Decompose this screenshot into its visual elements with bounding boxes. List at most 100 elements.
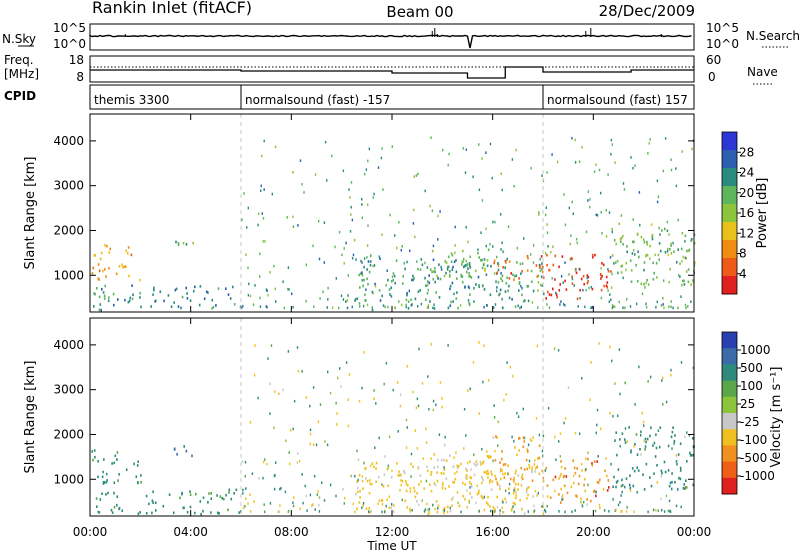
echo-cell [414, 235, 416, 239]
echo-cell [244, 474, 246, 478]
echo-cell [610, 462, 612, 466]
echo-cell [426, 280, 429, 283]
echo-cell [406, 260, 408, 264]
echo-cell [662, 296, 664, 300]
echo-cell [124, 265, 127, 268]
echo-cell [151, 511, 153, 515]
echo-cell [346, 306, 349, 310]
echo-cell [463, 447, 465, 450]
echo-cell [405, 305, 407, 309]
echo-cell [199, 500, 202, 503]
echo-cell [356, 490, 359, 494]
echo-cell [352, 502, 354, 506]
echo-cell [402, 282, 404, 285]
echo-cell [153, 288, 155, 292]
echo-cell [488, 456, 490, 459]
echo-cell [195, 492, 197, 496]
echo-cell [424, 189, 426, 193]
echo-cell [583, 282, 585, 286]
echo-cell [317, 420, 320, 424]
echo-cell [531, 470, 533, 474]
echo-cell [576, 467, 578, 470]
echo-cell [515, 148, 517, 152]
echo-cell [227, 293, 230, 296]
power-ylabel: Slant Range [km] [23, 157, 38, 270]
echo-cell [428, 407, 430, 411]
echo-cell [626, 297, 628, 301]
echo-cell [108, 296, 110, 299]
echo-cell [517, 482, 520, 486]
echo-cell [437, 504, 440, 508]
echo-cell [617, 271, 619, 275]
echo-cell [625, 477, 628, 480]
echo-cell [468, 499, 471, 503]
echo-cell [506, 361, 508, 364]
echo-cell [478, 188, 481, 192]
echo-cell [443, 506, 446, 510]
echo-cell [481, 266, 484, 270]
echo-cell [106, 479, 108, 482]
echo-cell [391, 145, 393, 148]
echo-cell [637, 250, 639, 254]
echo-cell [483, 258, 486, 261]
echo-cell [651, 233, 654, 237]
echo-cell [621, 490, 623, 494]
echo-cell [362, 487, 364, 490]
echo-cell [513, 502, 516, 505]
echo-cell [387, 484, 389, 487]
echo-cell [400, 303, 403, 307]
echo-cell [621, 484, 624, 487]
echo-cell [486, 304, 488, 307]
echo-cell [686, 249, 688, 253]
echo-cell [499, 512, 501, 515]
echo-cell [655, 446, 658, 450]
echo-cell [518, 282, 521, 285]
echo-cell [444, 443, 446, 447]
echo-cell [509, 477, 512, 481]
echo-cell [521, 293, 523, 297]
echo-cell [571, 200, 573, 204]
velocity-ylabel: Slant Range [km] [23, 361, 38, 474]
echo-cell [447, 344, 449, 347]
echo-cell [622, 182, 625, 185]
echo-cell [440, 265, 442, 269]
echo-cell [247, 206, 249, 210]
echo-cell [267, 293, 269, 297]
echo-cell [475, 283, 477, 286]
echo-cell [420, 302, 423, 306]
echo-cell [452, 481, 454, 484]
echo-cell [534, 470, 536, 473]
echo-cell [396, 381, 399, 384]
echo-cell [619, 392, 621, 396]
echo-cell [650, 223, 653, 226]
echo-cell [186, 510, 189, 514]
echo-cell [523, 468, 526, 471]
echo-cell [665, 400, 668, 404]
echo-cell [516, 261, 518, 264]
echo-cell [437, 507, 439, 510]
echo-cell [270, 344, 273, 347]
echo-cell [619, 444, 621, 448]
echo-cell [669, 481, 672, 485]
echo-cell [475, 460, 478, 463]
echo-cell [390, 506, 392, 509]
echo-cell [105, 480, 108, 484]
noise-left-label: N.Sky [2, 32, 36, 46]
echo-cell [650, 426, 652, 429]
echo-cell [528, 463, 530, 467]
echo-cell [498, 484, 501, 488]
echo-cell [516, 453, 518, 456]
echo-cell [288, 451, 290, 454]
echo-cell [437, 277, 439, 280]
echo-cell [687, 280, 690, 284]
echo-cell [521, 262, 524, 265]
echo-cell [501, 510, 504, 514]
echo-cell [155, 509, 157, 512]
echo-cell [432, 244, 435, 248]
echo-cell [313, 474, 316, 478]
echo-cell [449, 454, 451, 457]
echo-cell [560, 275, 563, 278]
echo-cell [145, 494, 148, 498]
echo-cell [366, 303, 369, 307]
echo-cell [432, 258, 435, 262]
